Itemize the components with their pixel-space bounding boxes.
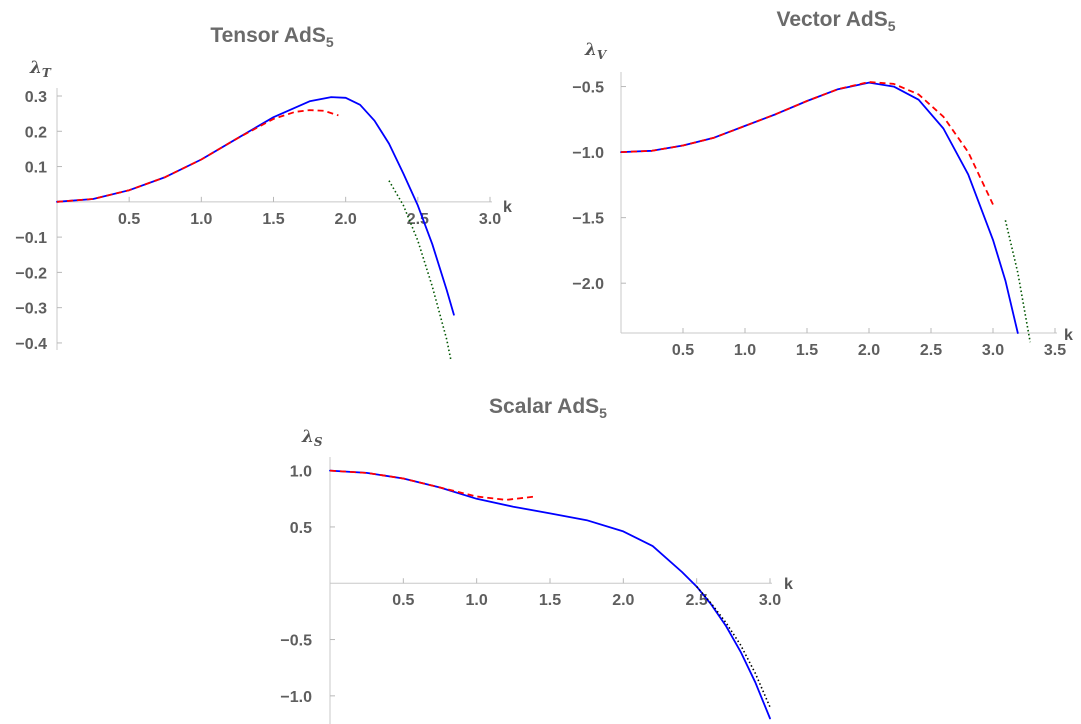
vector-x-tick-label: 0.5	[672, 342, 694, 359]
vector-chart-panel: Vector AdS5 λV k 0.5 1.0 1.5 2.0 2.5 3.0 3.5 −0.5 −…	[572, 8, 1073, 359]
vector-chart-title: Vector AdS5	[776, 8, 895, 34]
scalar-x-tick-label: 0.5	[392, 592, 414, 609]
tensor-x-tick-label: 1.0	[190, 211, 212, 228]
tensor-y-tick-label: 0.3	[25, 89, 47, 106]
tensor-series-dashed-line	[56, 109, 339, 203]
scalar-x-tick-label: 3.0	[759, 592, 781, 609]
tensor-y-tick-label: 0.1	[25, 160, 47, 177]
tensor-y-tick-label: −0.2	[15, 265, 47, 282]
vector-x-tick-label: 3.0	[982, 342, 1004, 359]
vector-y-tick-label: −1.0	[572, 145, 604, 162]
scalar-y-tick-label: 1.0	[290, 464, 312, 481]
tensor-x-axis-label: k	[503, 199, 512, 216]
vector-series-dotted-line	[1004, 220, 1031, 343]
vector-x-tick-label: 1.0	[734, 342, 756, 359]
vector-y-axis-label: λV	[584, 40, 608, 62]
scalar-y-tick-label: −0.5	[280, 633, 312, 650]
tensor-x-tick-label: 0.5	[118, 211, 140, 228]
tensor-y-tick-label: −0.3	[15, 301, 47, 318]
vector-y-tick-label: −2.0	[572, 276, 604, 293]
tensor-x-tick-label: 2.0	[335, 211, 357, 228]
vector-x-tick-label: 2.5	[920, 342, 942, 359]
scalar-chart-title: Scalar AdS5	[489, 395, 607, 421]
tensor-x-tick-label: 1.5	[262, 211, 284, 228]
tensor-y-axis-label-subscript: T	[42, 66, 52, 80]
vector-x-tick-label: 3.5	[1044, 342, 1066, 359]
scalar-chart-panel: Scalar AdS5 λS k 0.5 1.0 1.5 2.0 2.5 3.0 1.0 0.5 −0…	[280, 395, 793, 724]
vector-series-solid-line	[620, 81, 1019, 334]
vector-y-tick-label: −1.5	[572, 211, 604, 228]
tensor-chart-title-subscript: 5	[326, 34, 334, 50]
scalar-series-solid-line	[329, 469, 771, 720]
vector-y-tick-label: −0.5	[572, 80, 604, 97]
scalar-y-axis-label-subscript: S	[314, 435, 323, 449]
scalar-y-tick-label: −1.0	[280, 689, 312, 706]
vector-series-dashed-line	[620, 81, 994, 205]
tensor-y-axis-label: λT	[29, 58, 52, 80]
scalar-series-dashed-line	[329, 469, 536, 501]
tensor-series-solid-line	[56, 96, 455, 316]
scalar-x-tick-label: 2.0	[612, 592, 634, 609]
vector-x-axis-label: k	[1064, 327, 1073, 344]
vector-x-tick-label: 2.0	[858, 342, 880, 359]
vector-y-axis-label-subscript: V	[597, 48, 608, 62]
tensor-x-tick-label: 2.5	[407, 211, 429, 228]
tensor-series-dotted-line	[388, 180, 452, 361]
scalar-y-axis-label: λS	[301, 427, 323, 449]
tensor-y-tick-label: −0.4	[15, 336, 47, 353]
vector-chart-title-subscript: 5	[888, 18, 896, 34]
scalar-x-axis-label: k	[784, 576, 793, 593]
tensor-y-tick-label: −0.1	[15, 230, 47, 247]
tensor-chart-title: Tensor AdS5	[210, 24, 334, 50]
tensor-chart-panel: Tensor AdS5 λT k 0.5 1.0 1.5 2.0 2.5 3.0 0.3 0.2 0.…	[15, 24, 512, 361]
scalar-y-tick-label: 0.5	[290, 520, 312, 537]
tensor-x-tick-label: 3.0	[479, 211, 501, 228]
scalar-x-tick-label: 1.5	[539, 592, 561, 609]
scalar-x-tick-label: 2.5	[686, 592, 708, 609]
vector-x-tick-label: 1.5	[796, 342, 818, 359]
scalar-chart-title-subscript: 5	[599, 405, 607, 421]
tensor-y-tick-label: 0.2	[25, 124, 47, 141]
scalar-x-tick-label: 1.0	[466, 592, 488, 609]
